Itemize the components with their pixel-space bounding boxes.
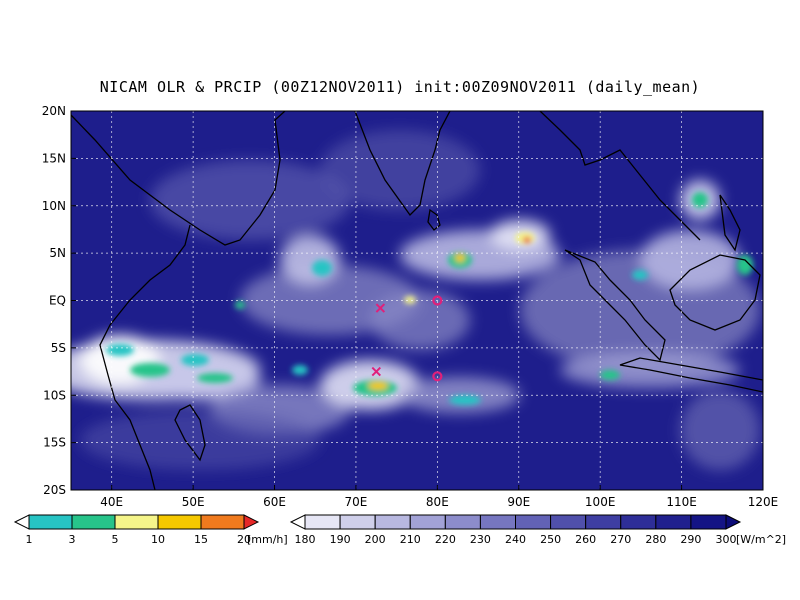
colorbar-label: 210 [400,533,421,546]
madagascar [174,404,206,462]
lon-tick-label: 110E [666,495,697,509]
lat-tick-label: 15N [42,151,66,165]
cross-marker [371,366,382,377]
colorbar-label: 220 [435,533,456,546]
colorbar-box [304,514,341,530]
colorbar-label: 5 [112,533,119,546]
colorbar-lower-triangle [289,514,306,530]
colorbar-box [157,514,202,530]
colorbar-label: 190 [330,533,351,546]
lon-tick-label: 100E [585,495,616,509]
colorbar-box [585,514,622,530]
colorbar-label: 250 [540,533,561,546]
lon-tick-label: 40E [100,495,123,509]
colorbar-label: 270 [610,533,631,546]
lat-tick-label: 20S [43,483,66,497]
colorbar-label: 20 [237,533,251,546]
colorbar-label: 230 [470,533,491,546]
cross-marker [375,303,386,313]
lat-tick-label: 10S [43,388,66,402]
lon-tick-label: 120E [748,495,779,509]
map-field [71,111,763,490]
colorbar-box [515,514,552,530]
markers [371,295,443,382]
axis-ticks: 40E 50E 60E 70E 80E 90E 100E 110E 120E 20N 15N 10N 5… [42,104,779,509]
lon-tick-label: 60E [263,495,286,509]
colorbar-unit: [W/m^2] [736,533,786,546]
colorbar-label: 280 [645,533,666,546]
lon-tick-label: 70E [345,495,368,509]
arabia-coast [71,111,286,246]
gridlines [71,111,763,490]
colorbar-box [550,514,587,530]
africa-east-coast [99,224,191,490]
colorbar-lower-triangle [13,514,30,530]
colorbar-box [114,514,159,530]
borneo [669,254,761,331]
colorbar-label: 240 [505,533,526,546]
colorbar-box [71,514,116,530]
coastlines [71,111,763,490]
india-coast [354,111,451,217]
colorbar-box [339,514,376,530]
colorbar-label: 1 [26,533,33,546]
lat-tick-label: 5S [51,341,66,355]
lat-tick-label: 10N [42,199,66,213]
bay-of-bengal-east-coast [539,111,701,241]
colorbar-box [479,514,516,530]
lat-tick-label: 15S [43,436,66,450]
sri-lanka [427,208,441,231]
colorbar-label: 3 [69,533,76,546]
colorbar-box [409,514,446,530]
lat-tick-label: 5N [49,246,66,260]
java [619,357,763,393]
colorbar-box [620,514,657,530]
chart-title: NICAM OLR & PRCIP (00Z12NOV2011) init:00… [99,78,701,96]
lon-tick-label: 90E [507,495,530,509]
colorbar-label: 290 [680,533,701,546]
colorbar-box [200,514,245,530]
circle-marker [432,371,443,382]
precip-field [106,192,753,405]
colorbar-box [690,514,727,530]
colorbar-label: 180 [295,533,316,546]
philippines [719,194,741,252]
colorbar-box [28,514,73,530]
lon-tick-label: 50E [182,495,205,509]
colorbar-box [374,514,411,530]
lat-tick-label: EQ [49,294,66,308]
colorbar-upper-triangle [243,514,260,530]
colorbar-label: 10 [151,533,165,546]
colorbar-label: 200 [365,533,386,546]
sumatra-malay [564,249,666,362]
colorbar-upper-triangle [725,514,742,530]
colorbar-label: 15 [194,533,208,546]
colorbar-label: 260 [575,533,596,546]
colorbar-label: 300 [716,533,737,546]
olr-colorbar: 180 190 200 210 220 230 240 250 260 270 280 290 300[… [289,514,786,546]
colorbar-unit: [mm/h] [247,533,288,546]
lon-tick-label: 80E [426,495,449,509]
colorbar-box [655,514,692,530]
circle-marker [432,295,443,306]
colorbar-box [444,514,481,530]
lat-tick-label: 20N [42,104,66,118]
precip-colorbar: 1 3 5 10 15 20[mm/h] [13,514,288,546]
